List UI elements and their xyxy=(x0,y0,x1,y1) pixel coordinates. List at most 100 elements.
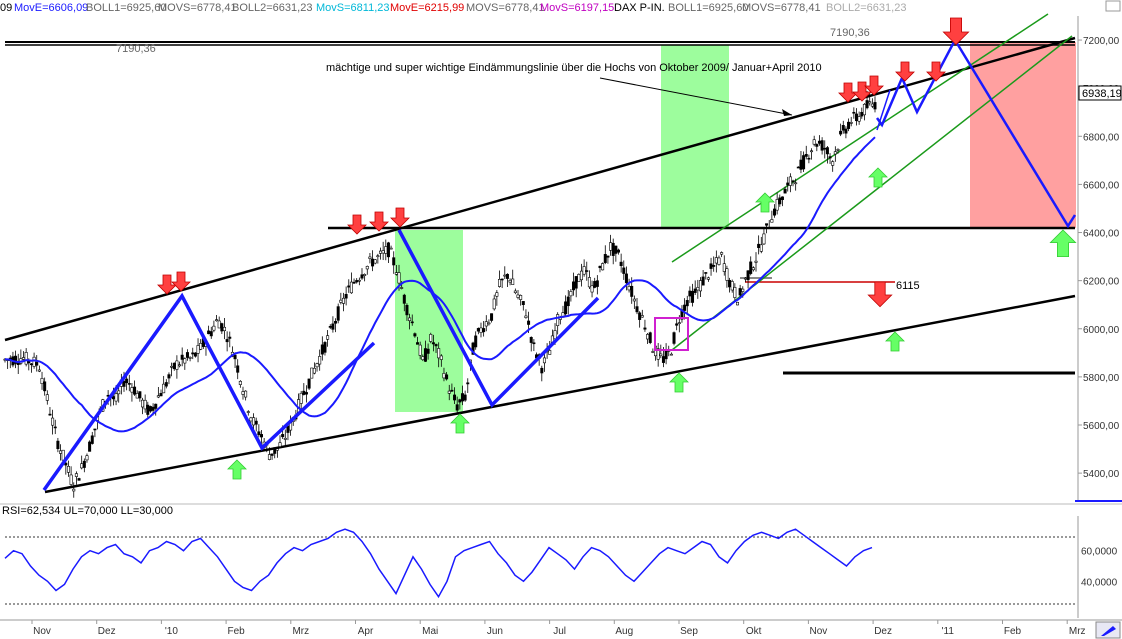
candle xyxy=(484,315,488,332)
candle xyxy=(706,276,710,282)
candle xyxy=(154,403,158,416)
candle xyxy=(283,429,287,447)
candle xyxy=(336,303,340,324)
rsi-tick-label: 60,0000 xyxy=(1081,547,1118,558)
candle xyxy=(786,176,790,192)
candle xyxy=(453,387,457,405)
candle xyxy=(767,220,771,229)
candle xyxy=(445,371,449,381)
candle xyxy=(77,477,81,481)
candle xyxy=(164,379,168,389)
annotation-arrow xyxy=(599,77,793,116)
candle xyxy=(40,371,44,390)
candle xyxy=(770,210,774,223)
sell-arrow-icon xyxy=(942,17,970,46)
blue-pattern-line-1 xyxy=(42,292,376,492)
candle xyxy=(593,277,597,289)
candle xyxy=(672,331,676,346)
candle xyxy=(355,278,359,284)
candle xyxy=(434,343,438,353)
candle xyxy=(609,234,613,256)
candle xyxy=(323,341,327,356)
legend-item: MOVS=6778,41 xyxy=(742,2,821,14)
candle xyxy=(307,378,311,391)
candle xyxy=(349,272,353,294)
candle xyxy=(135,390,139,399)
signal-arrows xyxy=(157,17,1077,480)
buy-arrow-icon xyxy=(885,331,905,352)
buy-arrow-icon xyxy=(450,413,470,434)
candle xyxy=(66,460,70,477)
candle xyxy=(656,342,660,367)
candle xyxy=(817,135,821,146)
candle xyxy=(632,295,636,309)
candle xyxy=(72,482,76,498)
legend-item: MovE=6606,09 xyxy=(14,2,88,14)
close-box-icon[interactable] xyxy=(1105,0,1121,12)
candle xyxy=(315,362,319,372)
candle xyxy=(341,292,345,312)
candle xyxy=(601,262,605,271)
x-tick-label: Okt xyxy=(746,626,762,637)
candle xyxy=(431,334,435,352)
candle xyxy=(278,435,282,448)
x-tick-label: Mrz xyxy=(1069,626,1086,637)
candle xyxy=(474,331,478,350)
candle xyxy=(93,428,97,438)
blue-pattern-line-2 xyxy=(397,229,600,408)
legend-item: MOVS=6778,41 xyxy=(466,2,545,14)
candle xyxy=(410,314,414,326)
candle xyxy=(569,288,573,302)
candle xyxy=(53,419,57,435)
header-legend: 09 MovE=6606,09 BOLL1=6925,60 MOVS=6778,… xyxy=(0,2,906,14)
candle xyxy=(138,391,142,402)
candle xyxy=(783,186,787,194)
candle xyxy=(217,316,221,329)
candle xyxy=(35,355,39,372)
candle xyxy=(714,250,718,273)
candle xyxy=(540,365,544,382)
x-tick-label: Mai xyxy=(422,626,438,637)
candle xyxy=(773,204,777,218)
candle xyxy=(24,348,28,367)
candle xyxy=(511,269,515,285)
candle xyxy=(318,349,322,371)
candle xyxy=(310,367,314,379)
candle xyxy=(405,303,409,321)
last-price-box xyxy=(1078,85,1122,101)
candle xyxy=(59,444,63,461)
x-tick-label: '11 xyxy=(942,626,955,637)
candle xyxy=(56,437,60,453)
candle xyxy=(505,273,509,287)
x-tick-label: Feb xyxy=(227,626,245,637)
candle xyxy=(487,319,491,326)
legend-item: BOLL1=6925,60 xyxy=(668,2,748,14)
buy-arrow-icon xyxy=(669,372,689,393)
candle xyxy=(495,290,499,306)
candle xyxy=(725,265,729,288)
candle xyxy=(712,256,716,272)
candle xyxy=(212,320,216,333)
candle xyxy=(873,96,877,113)
x-tick-label: Dez xyxy=(874,626,892,637)
candle xyxy=(162,375,166,394)
candle xyxy=(326,330,330,347)
candle xyxy=(141,397,145,415)
candle xyxy=(775,192,779,215)
candle xyxy=(416,336,420,345)
candle xyxy=(244,390,248,401)
sell-arrow-icon xyxy=(864,75,884,96)
candle xyxy=(590,280,594,298)
sell-arrow-icon xyxy=(157,274,177,295)
candle xyxy=(738,284,742,298)
candle xyxy=(746,270,750,289)
candle xyxy=(90,431,94,445)
candle xyxy=(37,365,41,373)
candle xyxy=(849,116,853,127)
candle xyxy=(556,312,560,335)
annotation-arrow-head xyxy=(782,109,792,116)
candle xyxy=(334,318,338,333)
pen-tool-button[interactable] xyxy=(1095,621,1121,639)
candle xyxy=(423,340,427,363)
candle xyxy=(603,245,607,265)
